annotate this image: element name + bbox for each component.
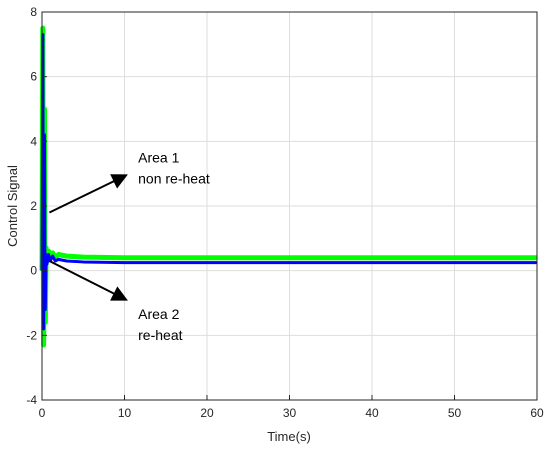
annotation-arrow-2 — [48, 260, 128, 301]
y-tick-label: 0 — [30, 264, 37, 278]
annotations: Area 1 non re-heat Area 2 re-heat — [48, 149, 210, 343]
x-axis-label: Time(s) — [267, 429, 311, 444]
x-axis-ticks: 0 10 20 30 40 50 60 — [39, 395, 544, 420]
y-tick-label: 8 — [30, 5, 37, 19]
x-tick-label: 40 — [365, 406, 379, 420]
y-tick-label: -4 — [26, 393, 37, 407]
x-tick-label: 10 — [118, 406, 132, 420]
annotation-arrow-1 — [48, 174, 128, 214]
annotation-label: re-heat — [138, 327, 182, 343]
annotation-label: non re-heat — [138, 170, 210, 186]
x-tick-label: 60 — [530, 406, 544, 420]
x-tick-label: 30 — [283, 406, 297, 420]
annotation-label: Area 1 — [138, 149, 179, 165]
y-axis-label: Control Signal — [5, 165, 20, 247]
x-tick-label: 20 — [200, 406, 214, 420]
y-tick-label: 2 — [30, 199, 37, 213]
x-tick-label: 50 — [448, 406, 462, 420]
annotation-label: Area 2 — [138, 306, 179, 322]
y-tick-label: 4 — [30, 134, 37, 148]
y-tick-label: -2 — [26, 328, 37, 342]
y-tick-label: 6 — [30, 70, 37, 84]
y-axis-ticks: -4 -2 0 2 4 6 8 — [26, 5, 47, 407]
x-tick-label: 0 — [39, 406, 46, 420]
